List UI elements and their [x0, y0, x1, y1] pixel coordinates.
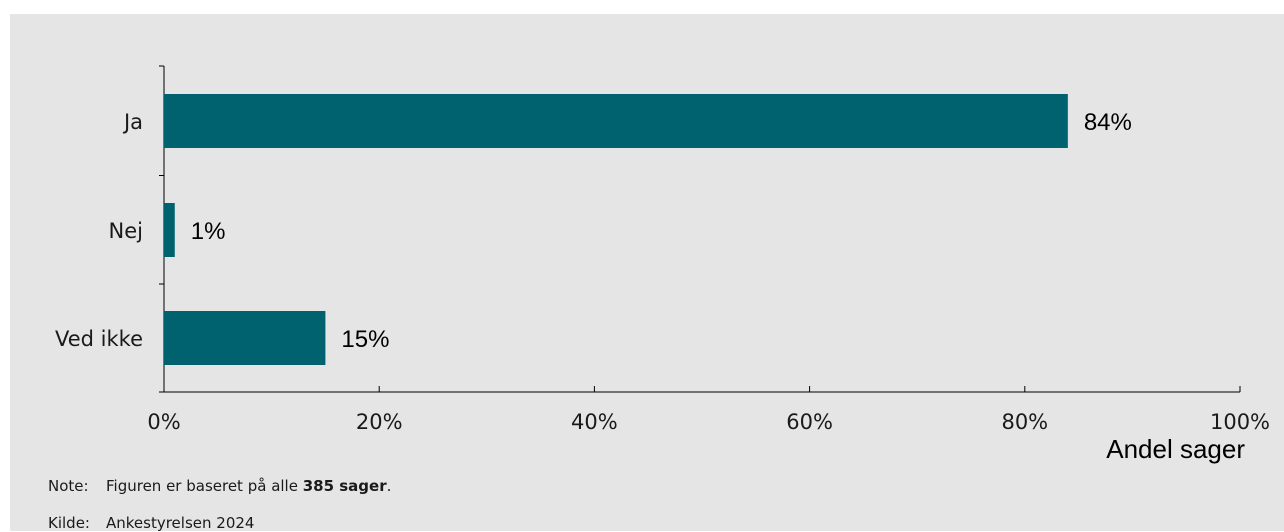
- category-label: Ved ikke: [55, 327, 143, 351]
- category-label: Ja: [122, 110, 143, 134]
- note-text-before: Figuren er baseret på alle: [106, 477, 303, 495]
- chart-source: Kilde: Ankestyrelsen 2024: [48, 514, 254, 532]
- category-label: Nej: [109, 219, 143, 243]
- source-label: Kilde:: [48, 514, 90, 532]
- data-label: 15%: [341, 326, 389, 353]
- x-tick-label: 60%: [786, 410, 833, 434]
- x-axis-title: Andel sager: [1106, 434, 1245, 464]
- bar-ja: [164, 94, 1068, 148]
- x-tick-label: 40%: [571, 410, 618, 434]
- note-text-after: .: [386, 477, 392, 495]
- x-tick-label: 20%: [356, 410, 403, 434]
- note-text-bold: 385 sager: [302, 477, 387, 495]
- data-label: 84%: [1084, 109, 1132, 136]
- x-tick-label: 80%: [1001, 410, 1048, 434]
- data-label: 1%: [191, 218, 226, 245]
- note-label: Note:: [48, 477, 89, 495]
- chart-note: Note: Figuren er baseret på alle 385 sage…: [48, 477, 391, 495]
- source-text: Ankestyrelsen 2024: [106, 514, 255, 532]
- x-tick-label: 0%: [147, 410, 180, 434]
- bar-nej: [164, 203, 175, 257]
- bar-ved-ikke: [164, 311, 326, 365]
- x-tick-label: 100%: [1210, 410, 1270, 434]
